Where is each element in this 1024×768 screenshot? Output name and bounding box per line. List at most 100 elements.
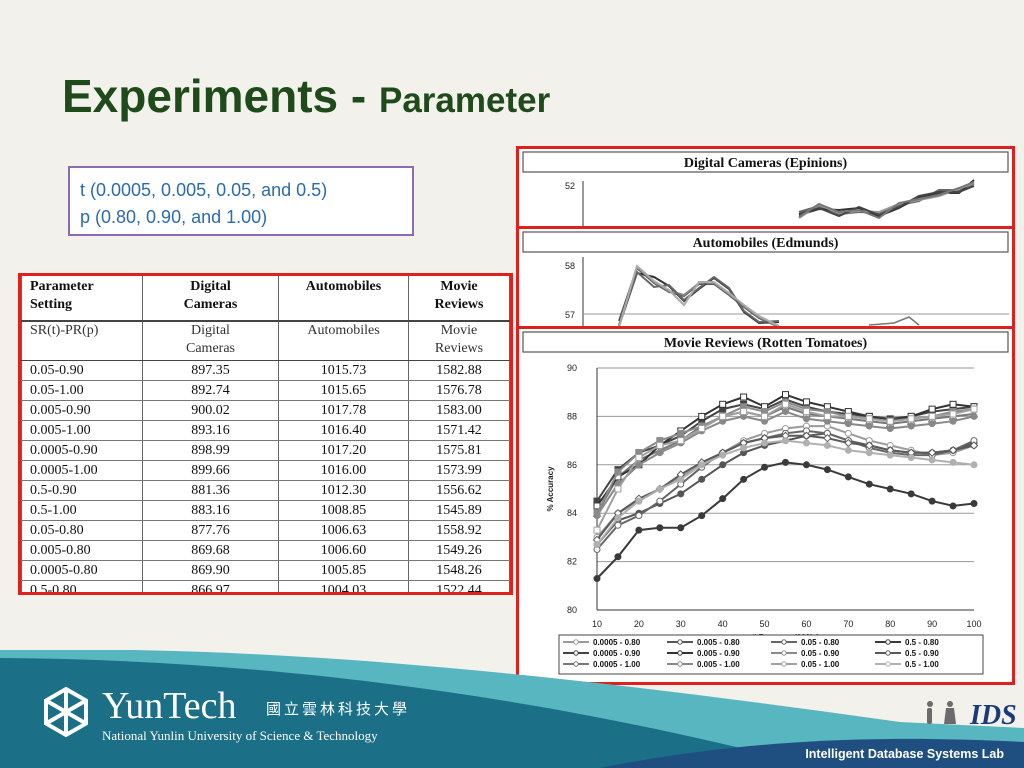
table-header-cell: Parameter Setting: [21, 276, 143, 322]
chart-point: [782, 400, 789, 408]
chart-series-line: [618, 264, 780, 328]
chart-point: [698, 475, 706, 483]
table-cell: 0.0005-1.00: [21, 460, 143, 481]
legend-marker: [781, 639, 787, 645]
y-tick-label: 82: [567, 557, 577, 567]
legend-marker: [573, 639, 579, 645]
chart-movie-reviews: Movie Reviews (Rotten Tomatoes) 80 82 84 86 8…: [516, 326, 1015, 685]
chart-point: [614, 485, 622, 493]
chart-point: [719, 451, 727, 459]
chart-point: [865, 441, 874, 450]
chart-automobiles: Automobiles (Edmunds) 58 57: [516, 226, 1015, 331]
table-cell: 0.5-0.90: [21, 480, 143, 501]
yuntech-logo: YunTech 國立雲林科技大學 National Yunlin Univers…: [40, 686, 407, 743]
chart-series-line: [596, 403, 975, 531]
chart-point: [614, 468, 622, 476]
table-subheader-row: SR(t)-PR(p) Digital Cameras Automobiles Movi…: [21, 321, 510, 361]
table-cell: 1571.42: [408, 420, 510, 441]
table-cell: 899.66: [142, 460, 279, 481]
table-cell: 1583.00: [408, 400, 510, 421]
footer-band: [0, 650, 1024, 768]
x-tick-label: 10: [592, 619, 602, 629]
chart-point: [719, 461, 727, 469]
chart-point: [886, 451, 894, 459]
chart-point: [740, 393, 748, 401]
table-cell: 1573.99: [408, 460, 510, 481]
table-cell: 0.05-0.90: [21, 360, 143, 381]
x-tick-label: 60: [801, 619, 811, 629]
chart-point: [865, 415, 873, 423]
chart-movie-reviews-svg: Movie Reviews (Rotten Tomatoes) 80 82 84 86 8…: [522, 331, 1009, 675]
chart-point: [927, 448, 937, 457]
results-table-frame: Parameter Setting Digital Cameras Automobile…: [18, 273, 513, 595]
table-header-cell: Automobiles: [278, 276, 409, 322]
table-cell: 869.68: [142, 540, 279, 561]
chart-point: [948, 446, 958, 455]
table-cell: 1005.85: [278, 560, 409, 581]
yuntech-brand: YunTech: [102, 685, 237, 727]
x-tick-label: 100: [966, 619, 981, 629]
table-cell: 1558.92: [408, 520, 510, 541]
table-cell: 1017.20: [278, 440, 409, 461]
chart-point: [970, 500, 978, 508]
table-cell: 1549.26: [408, 540, 510, 561]
legend-label: 0.05 - 1.00: [801, 660, 840, 669]
legend-label: 0.0005 - 1.00: [593, 660, 641, 669]
chart-point: [740, 475, 748, 483]
x-tick-label: 40: [718, 619, 728, 629]
legend-marker: [885, 661, 891, 667]
chart-point: [907, 490, 915, 498]
chart-point: [802, 398, 810, 406]
chart-point: [823, 412, 831, 420]
chart-title: Movie Reviews (Rotten Tomatoes): [664, 336, 868, 351]
chart-point: [656, 524, 664, 532]
table-row: 0.005-0.90 900.02 1017.78 1583.00: [21, 400, 510, 421]
table-cell: 1015.65: [278, 380, 409, 401]
x-tick-label: 50: [760, 619, 770, 629]
results-table: Parameter Setting Digital Cameras Automobile…: [21, 276, 510, 592]
legend-label: 0.05 - 0.90: [801, 649, 840, 658]
chart-title: Automobiles (Edmunds): [693, 236, 839, 251]
chart-point: [844, 446, 852, 454]
chart-digital-cameras: Digital Cameras (Epinions) 52: [516, 146, 1015, 230]
ids-logo-text: IDS: [969, 700, 1017, 731]
table-cell: 0.005-0.80: [21, 540, 143, 561]
chart-point: [823, 433, 832, 443]
chart-point: [928, 405, 936, 413]
y-axis-label: % Accuracy: [546, 466, 555, 512]
table-cell: 1576.78: [408, 380, 510, 401]
chart-point: [593, 575, 601, 583]
table-row: 0.5-0.80 866.97 1004.03 1522.44: [21, 580, 510, 592]
chart-point: [865, 422, 873, 430]
chart-automobiles-svg: Automobiles (Edmunds) 58 57: [522, 231, 1009, 328]
chart-point: [886, 417, 894, 425]
table-cell: 0.005-1.00: [21, 420, 143, 441]
parameter-box: t (0.0005, 0.005, 0.05, and 0.5) p (0.80…: [68, 166, 414, 236]
y-tick-label: 84: [567, 508, 577, 518]
table-cell: 883.16: [142, 500, 279, 521]
table-cell: 1008.85: [278, 500, 409, 521]
table-cell: 1548.26: [408, 560, 510, 581]
table-row: 0.05-0.80 877.76 1006.63 1558.92: [21, 520, 510, 541]
table-cell: 1582.88: [408, 360, 510, 381]
x-tick-label: 20: [634, 619, 644, 629]
legend-label: 0.5 - 0.90: [905, 649, 939, 658]
table-row: 0.05-1.00 892.74 1015.65 1576.78: [21, 380, 510, 401]
chart-point: [782, 437, 789, 445]
chart-point: [782, 391, 789, 399]
table-cell: 1016.40: [278, 420, 409, 441]
chart-point: [949, 417, 957, 425]
chart-point: [761, 439, 769, 447]
chart-point: [635, 461, 643, 469]
table-row: 0.005-0.80 869.68 1006.60 1549.26: [21, 540, 510, 561]
chart-title-box: [522, 151, 1009, 173]
chart-title-box: [522, 331, 1009, 353]
x-tick-label: 80: [885, 619, 895, 629]
chart-point: [656, 441, 664, 449]
chart-point: [677, 524, 685, 532]
y-tick-label: 58: [565, 261, 575, 271]
runner-figures-icon: [927, 701, 956, 724]
chart-point: [844, 412, 852, 420]
legend-marker: [573, 650, 579, 656]
legend-label: 0.0005 - 0.80: [593, 638, 641, 647]
